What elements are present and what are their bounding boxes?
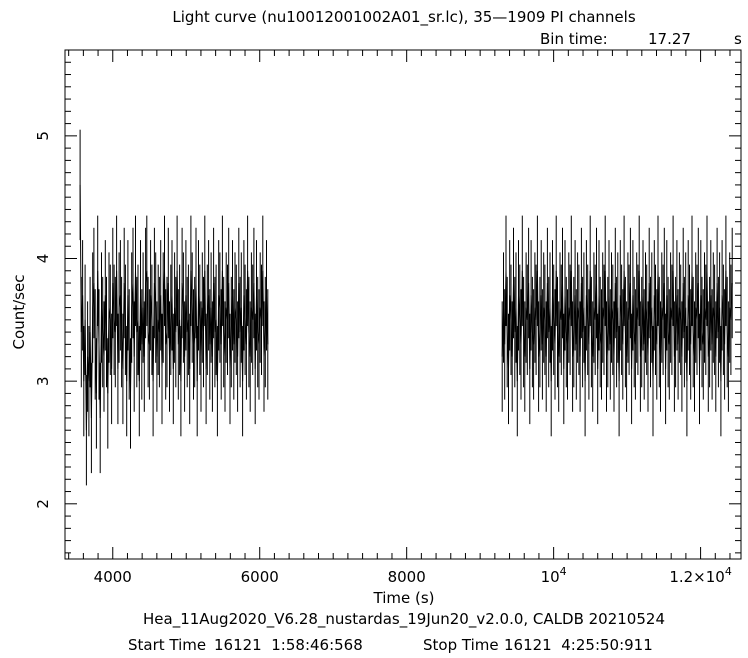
y-tick-label: 5 — [34, 131, 52, 141]
stop-time-value: 16121 4:25:50:911 — [504, 636, 653, 654]
x-tick-label-base: 6000 — [241, 568, 279, 586]
y-tick-label: 4 — [34, 254, 52, 264]
x-tick-label-base: 10 — [541, 568, 560, 586]
plot-frame — [64, 49, 742, 560]
x-axis-label: Time (s) — [373, 589, 435, 607]
y-axis-ticks: 2 3 4 5 — [34, 49, 741, 554]
x-tick-label: 1.2×104 — [669, 565, 732, 586]
x-tick-label: 8000 — [388, 568, 426, 586]
x-axis-ticks: 4000 6000 8000 104 1.2×104 — [68, 50, 732, 586]
chart-title: Light curve (nu10012001002A01_sr.lc), 35… — [172, 8, 635, 27]
bin-time-unit: s — [734, 30, 742, 48]
bin-time-value: 17.27 — [648, 30, 691, 48]
x-tick-label-exponent: 4 — [560, 565, 567, 578]
x-tick-label-base: 1.2×10 — [669, 568, 725, 586]
x-tick-label: 104 — [541, 565, 567, 586]
start-time-label: Start Time — [128, 636, 206, 654]
light-curve-line — [501, 270, 733, 382]
x-tick-label: 4000 — [94, 568, 132, 586]
y-tick-label: 3 — [34, 376, 52, 386]
software-caption: Hea_11Aug2020_V6.28_nustardas_19Jun20_v2… — [143, 610, 665, 629]
bin-time-label: Bin time: — [540, 30, 608, 48]
start-time-value: 16121 1:58:46:568 — [214, 636, 363, 654]
y-tick-label: 2 — [34, 499, 52, 509]
y-axis-label: Count/sec — [10, 275, 28, 350]
x-tick-label: 6000 — [241, 568, 279, 586]
light-curve-series — [79, 129, 733, 486]
x-tick-label-base: 8000 — [388, 568, 426, 586]
x-tick-label-base: 4000 — [94, 568, 132, 586]
stop-time-label: Stop Time — [423, 636, 499, 654]
light-curve-line — [79, 184, 269, 431]
x-tick-label-exponent: 4 — [725, 565, 732, 578]
